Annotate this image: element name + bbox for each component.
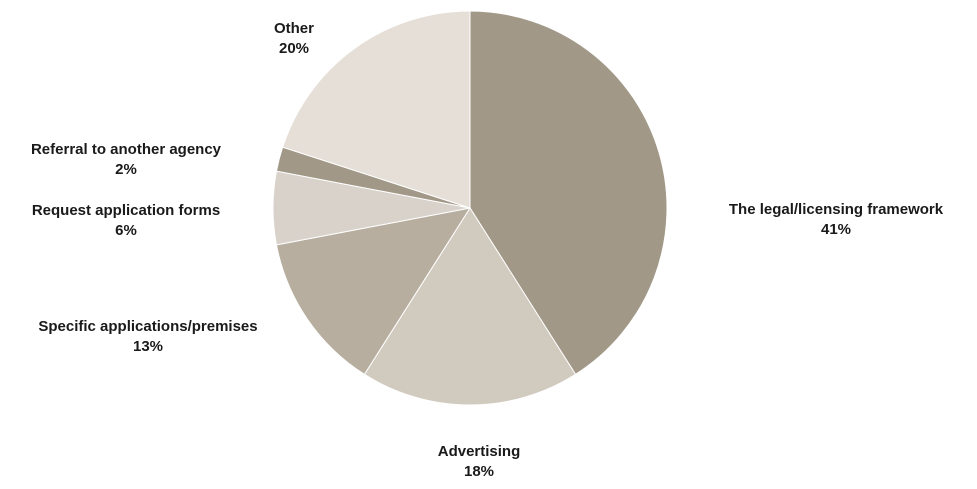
slice-label-value: 6% bbox=[115, 222, 137, 239]
slice-label-value: 41% bbox=[821, 221, 851, 238]
pie-slice-other bbox=[282, 10, 471, 209]
slice-label-name: Request application forms bbox=[32, 202, 220, 219]
pie-slice-advertising bbox=[363, 207, 577, 406]
slice-label-value: 2% bbox=[115, 161, 137, 178]
pie-labels: The legal/licensing framework 41% Advertis… bbox=[31, 20, 944, 480]
slice-label-specific-applications-premises: Specific applications/premises 13% bbox=[38, 318, 257, 355]
slice-label-name: Referral to another agency bbox=[31, 141, 222, 158]
slice-label-name: The legal/licensing framework bbox=[729, 201, 944, 218]
slice-label-name: Advertising bbox=[438, 443, 521, 460]
slice-label-value: 20% bbox=[279, 40, 309, 57]
slice-label-referral-to-another-agency: Referral to another agency 2% bbox=[31, 141, 222, 178]
pie-slice-specific-applications-premises bbox=[275, 207, 472, 376]
slice-label-name: Other bbox=[274, 20, 314, 37]
slice-label-name: Specific applications/premises bbox=[38, 318, 257, 335]
slice-label-the-legal-licensing-framework: The legal/licensing framework 41% bbox=[729, 201, 944, 238]
slice-label-request-application-forms: Request application forms 6% bbox=[32, 202, 220, 239]
slice-label-value: 18% bbox=[464, 463, 494, 480]
pie-slice-the-legal-licensing-framework bbox=[469, 10, 668, 376]
slice-label-value: 13% bbox=[133, 338, 163, 355]
pie-slices bbox=[272, 10, 668, 406]
slice-label-advertising: Advertising 18% bbox=[438, 443, 521, 480]
slice-label-other: Other 20% bbox=[274, 20, 314, 57]
